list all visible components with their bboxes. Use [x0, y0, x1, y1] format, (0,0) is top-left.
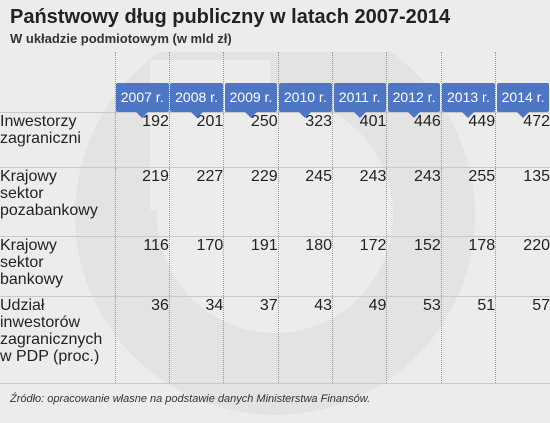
row-label: Krajowy sektor pozabankowy [0, 167, 115, 236]
page-subtitle: W układzie podmiotowym (w mld zł) [10, 31, 232, 46]
column-header: 2009 r. [223, 52, 279, 118]
year-badge: 2012 r. [387, 82, 441, 118]
table-row: Krajowy sektor pozabankowy 219 227 229 2… [0, 167, 550, 236]
table-cell: 51 [440, 296, 496, 383]
data-table: 2007 r. 2008 r. 2009 r. 2010 r. 2011 r. … [0, 52, 550, 384]
table-cell: 220 [495, 236, 550, 296]
table-cell: 227 [168, 167, 224, 236]
table-cell: 43 [277, 296, 333, 383]
row-label-line: inwestorów [0, 313, 81, 331]
column-header: 2014 r. [495, 52, 550, 118]
column-header: 2010 r. [277, 52, 333, 118]
year-badge: 2014 r. [496, 82, 550, 118]
column-header: 2007 r. [114, 52, 170, 118]
row-label-line: Krajowy [0, 167, 57, 185]
column-header: 2012 r. [386, 52, 442, 118]
table-cell: 245 [277, 167, 333, 236]
row-label: Inwestorzy zagraniczni [0, 112, 115, 167]
row-label-line: Udział [0, 296, 45, 314]
table-cell: 116 [114, 236, 170, 296]
table-cell: 243 [331, 167, 387, 236]
table-cell: 180 [277, 236, 333, 296]
table-cell: 323 [277, 112, 333, 167]
table-cell: 192 [114, 112, 170, 167]
row-label-line: pozabankowy [0, 201, 98, 219]
table-cell: 36 [114, 296, 170, 383]
column-header: 2011 r. [331, 52, 387, 118]
table-cell: 449 [440, 112, 496, 167]
table-cell: 170 [168, 236, 224, 296]
table-cell: 57 [495, 296, 550, 383]
row-label-line: Inwestorzy [0, 112, 77, 130]
page-title: Państwowy dług publiczny w latach 2007-2… [10, 6, 451, 28]
row-label: Udział inwestorów zagranicznych w PDP (p… [0, 296, 115, 383]
table-cell: 178 [440, 236, 496, 296]
table-cell: 53 [386, 296, 442, 383]
table-cell: 255 [440, 167, 496, 236]
year-badge: 2010 r. [278, 82, 332, 118]
source-note: Źródło: opracowanie własne na podstawie … [10, 393, 371, 405]
table-cell: 401 [331, 112, 387, 167]
year-badge: 2008 r. [170, 82, 223, 118]
row-label-line: zagraniczni [0, 129, 81, 147]
year-header-row: 2007 r. 2008 r. 2009 r. 2010 r. 2011 r. … [0, 52, 550, 118]
table-cell: 229 [223, 167, 279, 236]
table-cell: 34 [168, 296, 224, 383]
header: Państwowy dług publiczny w latach 2007-2… [0, 0, 550, 52]
table-cell: 135 [495, 167, 550, 236]
row-label-line: sektor [0, 184, 44, 202]
year-badge: 2007 r. [115, 82, 169, 118]
table-cell: 49 [331, 296, 387, 383]
column-header: 2013 r. [440, 52, 496, 118]
table-row: Udział inwestorów zagranicznych w PDP (p… [0, 296, 550, 383]
header-corner [0, 52, 115, 112]
column-header: 2008 r. [168, 52, 224, 118]
row-label-line: w PDP (proc.) [0, 347, 100, 365]
table-cell: 201 [168, 112, 224, 167]
table-row: Inwestorzy zagraniczni 192 201 250 323 4… [0, 112, 550, 167]
row-label-line: zagranicznych [0, 330, 103, 348]
row-label-line: sektor [0, 253, 44, 271]
year-badge: 2009 r. [224, 82, 278, 118]
table-cell: 250 [223, 112, 279, 167]
table-cell: 152 [386, 236, 442, 296]
row-label-line: bankowy [0, 270, 64, 288]
row-label-line: Krajowy [0, 236, 57, 254]
table-cell: 243 [386, 167, 442, 236]
table-cell: 472 [495, 112, 550, 167]
table-cell: 37 [223, 296, 279, 383]
table-cell: 446 [386, 112, 442, 167]
year-badge: 2011 r. [333, 82, 386, 118]
table-row: Krajowy sektor bankowy 116 170 191 180 1… [0, 236, 550, 296]
table-cell: 219 [114, 167, 170, 236]
table-cell: 172 [331, 236, 387, 296]
year-badge: 2013 r. [442, 82, 495, 118]
row-label: Krajowy sektor bankowy [0, 236, 115, 296]
table-cell: 191 [223, 236, 279, 296]
